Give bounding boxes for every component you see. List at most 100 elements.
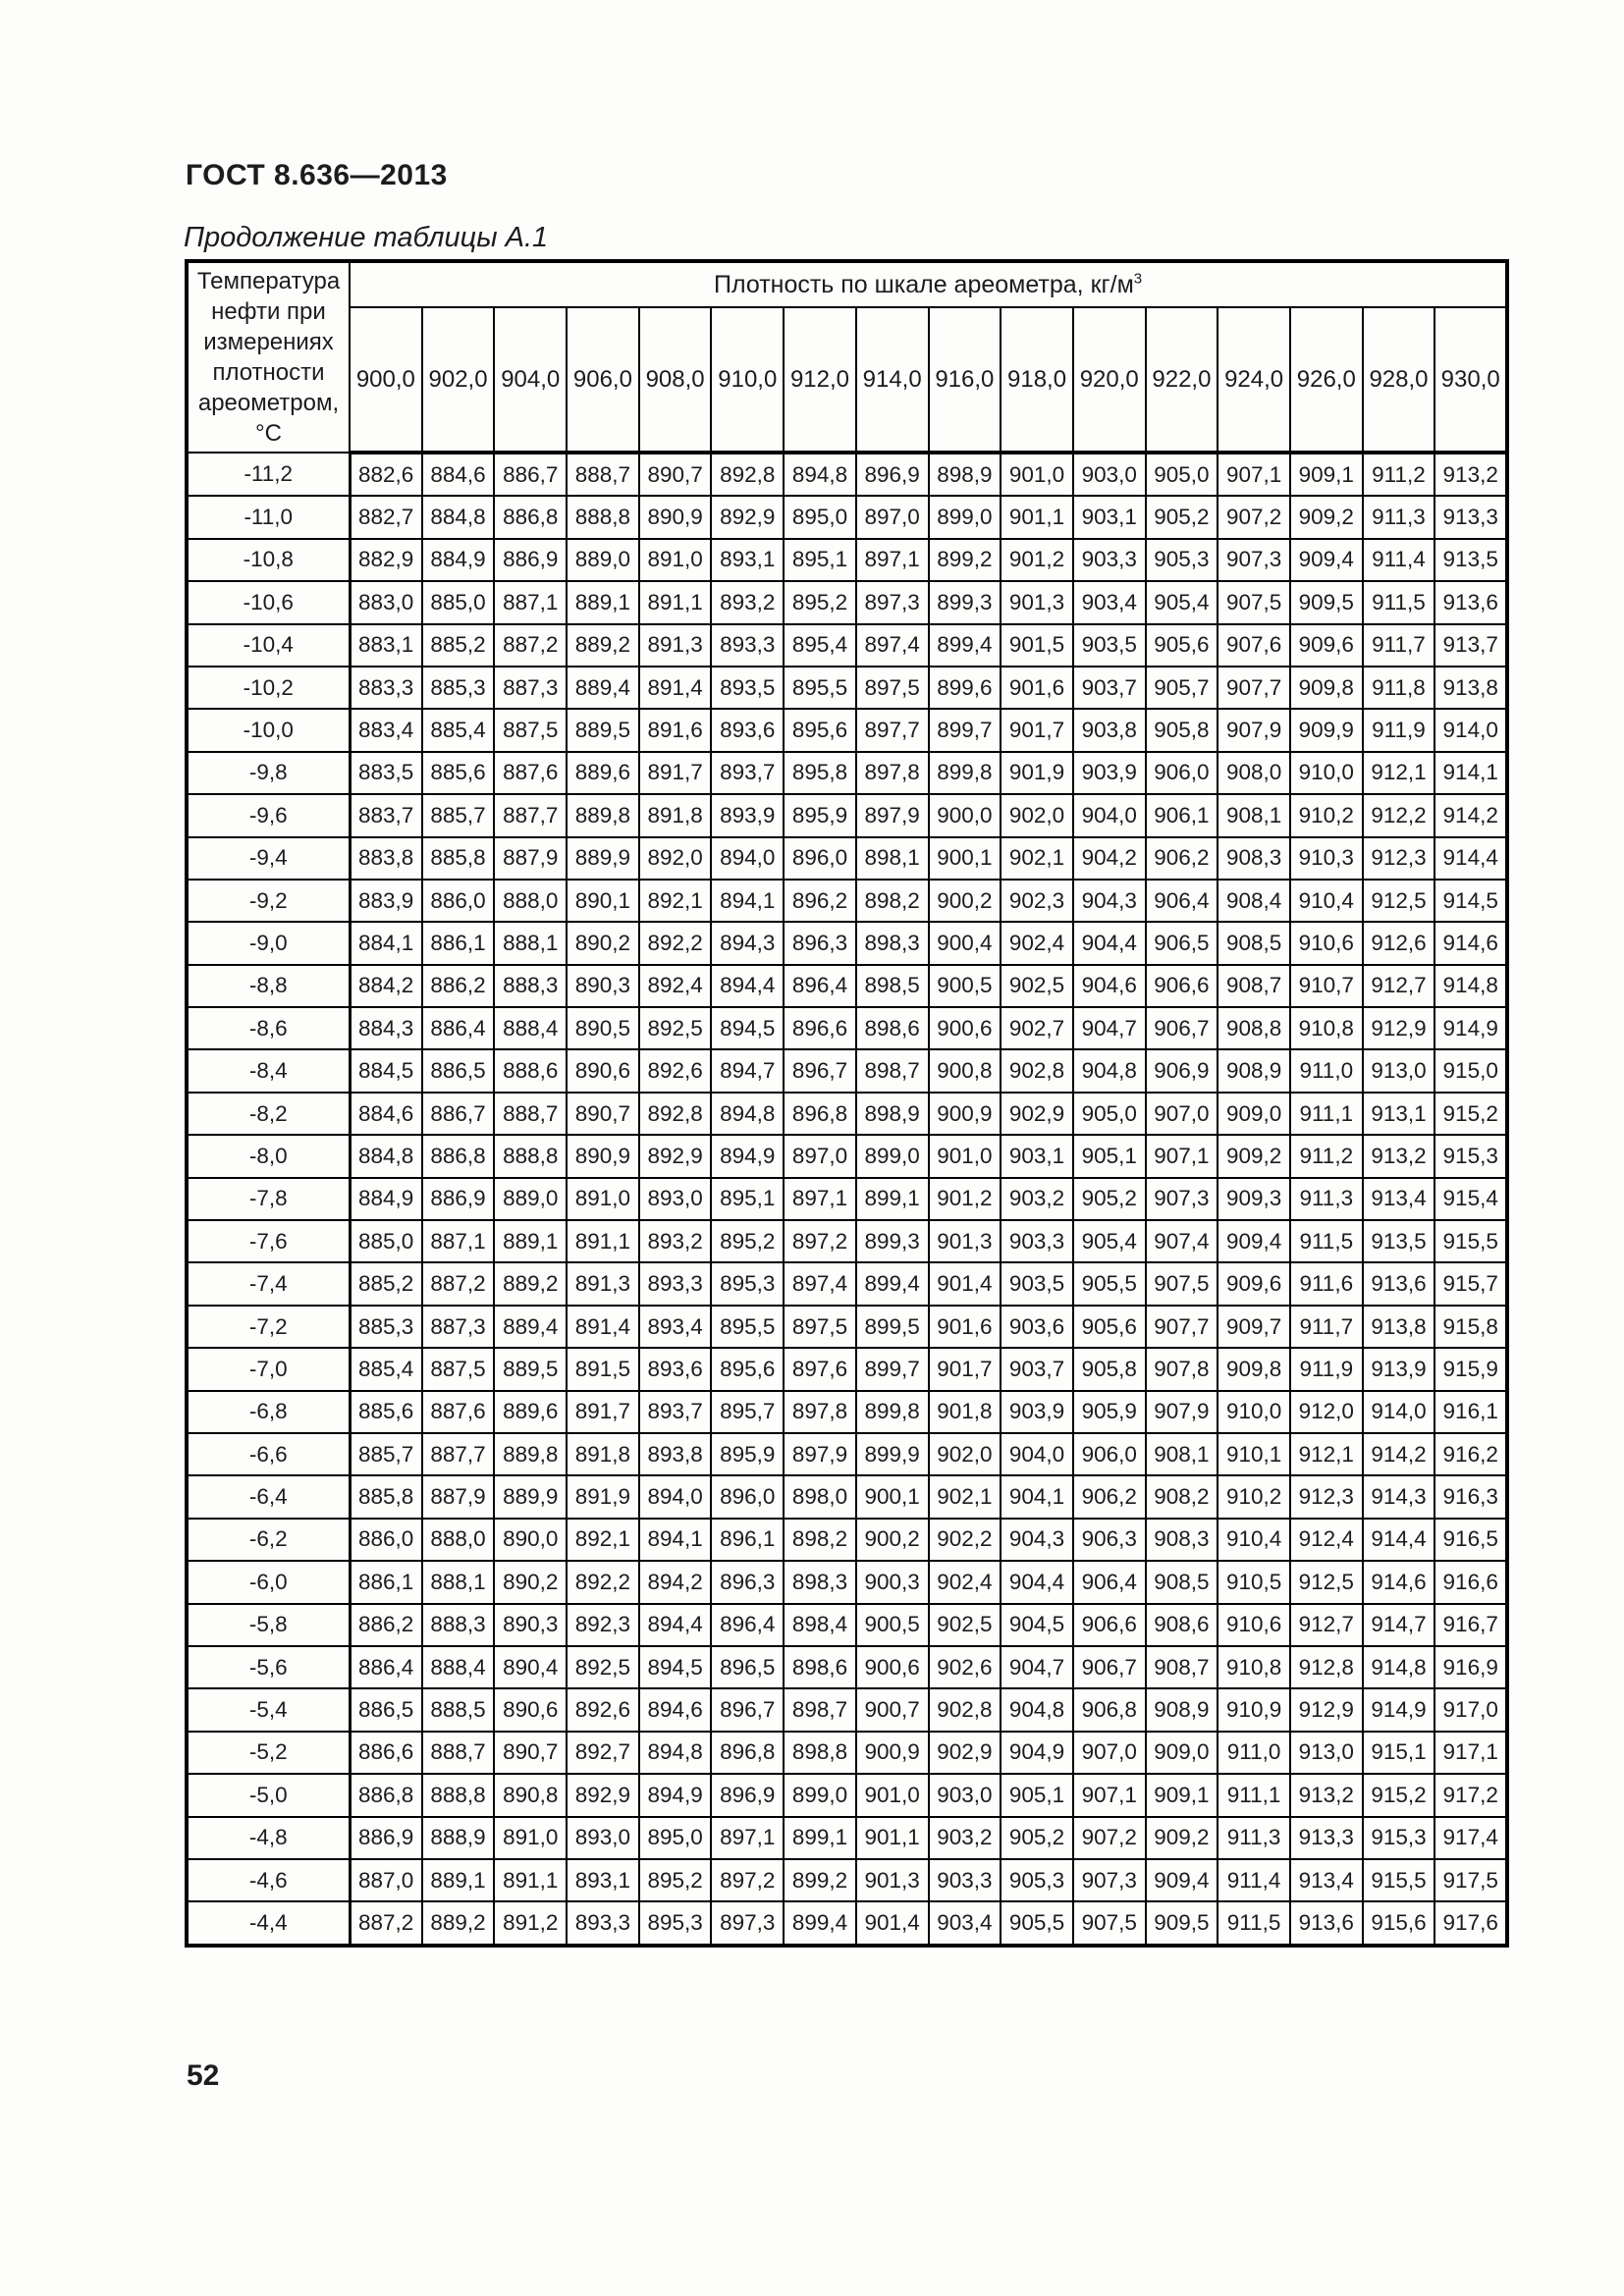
density-cell: 901,1 [854,1815,930,1860]
density-cell: 902,5 [1000,963,1074,1009]
density-cell: 914,0 [1434,708,1509,753]
density-cell: 884,9 [349,1176,423,1222]
density-cell: 884,2 [349,963,423,1009]
density-cell: 912,8 [1288,1644,1364,1690]
density-cell: 915,6 [1361,1900,1436,1947]
density-cell: 897,2 [783,1219,857,1264]
table-body: -11,2 882,6 884,6 886,7 888,7 890,7 892,8 894,8… [186,451,1509,1947]
density-cell: 893,0 [566,1815,640,1860]
density-cell: 890,2 [493,1560,568,1605]
density-cell: 917,0 [1434,1687,1509,1733]
density-cell: 913,6 [1361,1261,1436,1307]
density-cell: 900,9 [927,1091,1002,1137]
density-cell: 894,8 [783,451,857,498]
density-cell: 916,6 [1434,1560,1509,1605]
temperature-cell: -9,6 [186,793,352,838]
density-cell: 914,3 [1361,1474,1436,1520]
density-cell: 901,2 [927,1176,1002,1222]
density-cell: 905,9 [1071,1389,1147,1434]
table-row: -5,6 886,4 888,4 890,4 892,5 894,5 896,5 898,6 9… [186,1644,1509,1690]
density-cell: 900,8 [927,1048,1002,1094]
density-column-header: 914,0 [854,306,930,454]
density-cell: 890,8 [493,1773,568,1818]
density-cell: 914,6 [1361,1560,1436,1605]
density-cell: 910,3 [1288,835,1364,881]
density-cell: 908,3 [1217,835,1291,881]
density-cell: 904,0 [1000,1431,1074,1477]
density-cell: 906,1 [1144,793,1219,838]
density-cell: 899,6 [927,665,1002,711]
density-cell: 885,2 [420,622,496,667]
table-row: -6,6 885,7 887,7 889,8 891,8 893,8 895,9 897,9 8… [186,1431,1509,1477]
density-cell: 907,3 [1071,1857,1147,1903]
density-cell: 885,6 [420,750,496,796]
table-row: -7,6 885,0 887,1 889,1 891,1 893,2 895,2 897,2 8… [186,1219,1509,1264]
density-cell: 910,2 [1288,793,1364,838]
density-column-header: 908,0 [637,306,713,454]
density-cell: 889,0 [493,1176,568,1222]
density-cell: 905,1 [1000,1773,1074,1818]
density-cell: 890,7 [493,1730,568,1776]
density-cell: 909,3 [1217,1176,1291,1222]
density-cell: 909,4 [1217,1219,1291,1264]
table-row: -10,8 882,9 884,9 886,9 889,0 891,0 893,1 895,1… [186,537,1509,583]
density-cell: 899,7 [854,1347,930,1392]
density-cell: 901,8 [927,1389,1002,1434]
density-cell: 903,1 [1071,495,1147,540]
density-cell: 910,2 [1217,1474,1291,1520]
density-cell: 896,4 [710,1602,785,1647]
density-cell: 895,1 [710,1176,785,1222]
density-cell: 887,0 [349,1857,423,1903]
density-cell: 888,5 [420,1687,496,1733]
density-cell: 894,8 [710,1091,785,1137]
density-cell: 887,7 [420,1431,496,1477]
density-cell: 913,1 [1361,1091,1436,1137]
density-column-header: 924,0 [1217,306,1291,454]
density-cell: 914,8 [1361,1644,1436,1690]
density-cell: 897,8 [854,750,930,796]
temperature-cell: -6,2 [186,1517,352,1563]
density-cell: 891,9 [566,1474,640,1520]
density-cell: 912,3 [1288,1474,1364,1520]
density-cell: 914,9 [1361,1687,1436,1733]
density-cell: 897,9 [783,1431,857,1477]
density-cell: 907,5 [1071,1900,1147,1947]
table-row: -10,4 883,1 885,2 887,2 889,2 891,3 893,3 895,4… [186,622,1509,667]
table-row: -9,8 883,5 885,6 887,6 889,6 891,7 893,7 895,8 8… [186,750,1509,796]
density-cell: 896,0 [783,835,857,881]
density-cell: 914,4 [1434,835,1509,881]
density-cell: 904,7 [1071,1006,1147,1051]
density-cell: 910,4 [1217,1517,1291,1563]
density-cell: 897,6 [783,1347,857,1392]
density-cell: 900,2 [854,1517,930,1563]
density-cell: 916,2 [1434,1431,1509,1477]
density-cell: 910,8 [1288,1006,1364,1051]
density-cell: 884,3 [349,1006,423,1051]
density-cell: 891,4 [566,1304,640,1350]
density-cell: 903,9 [1000,1389,1074,1434]
density-cell: 897,8 [783,1389,857,1434]
density-cell: 908,9 [1217,1048,1291,1094]
density-cell: 898,2 [783,1517,857,1563]
density-cell: 908,2 [1144,1474,1219,1520]
density-cell: 905,6 [1071,1304,1147,1350]
density-cell: 891,4 [637,665,713,711]
density-cell: 906,4 [1071,1560,1147,1605]
table-row: -5,4 886,5 888,5 890,6 892,6 894,6 896,7 898,7 9… [186,1687,1509,1733]
density-cell: 897,4 [854,622,930,667]
density-cell: 907,8 [1144,1347,1219,1392]
density-cell: 914,0 [1361,1389,1436,1434]
density-cell: 890,7 [637,451,713,498]
density-cell: 902,8 [1000,1048,1074,1094]
table-row: -10,0 883,4 885,4 887,5 889,5 891,6 893,6 895,6… [186,708,1509,753]
density-cell: 909,5 [1288,580,1364,625]
density-cell: 905,3 [1144,537,1219,583]
density-cell: 909,4 [1288,537,1364,583]
density-cell: 917,4 [1434,1815,1509,1860]
density-cell: 913,6 [1434,580,1509,625]
density-cell: 892,7 [566,1730,640,1776]
density-cell: 906,8 [1071,1687,1147,1733]
density-cell: 907,2 [1071,1815,1147,1860]
density-cell: 912,1 [1361,750,1436,796]
temperature-cell: -5,2 [186,1730,352,1776]
